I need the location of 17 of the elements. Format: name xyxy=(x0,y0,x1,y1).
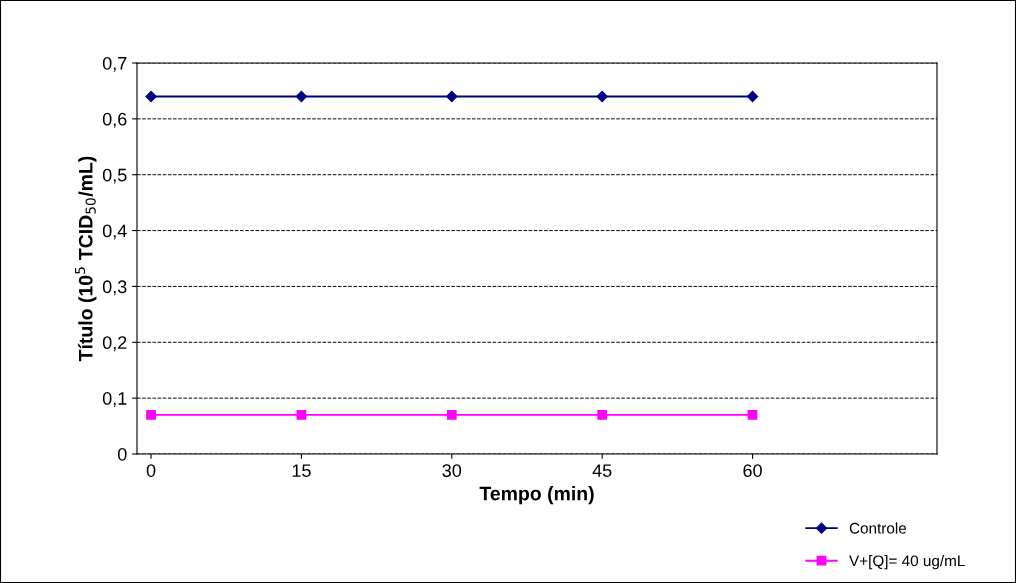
y-tick-label: 0,2 xyxy=(102,336,127,352)
x-tick-label: 45 xyxy=(592,464,612,477)
y-tick-label: 0,4 xyxy=(102,224,127,240)
y-tick-label: 0 xyxy=(117,447,127,461)
x-tick-label: 30 xyxy=(442,464,462,477)
y-tick-label: 0,3 xyxy=(102,280,127,296)
x-tick-label: 15 xyxy=(292,464,311,477)
x-tick-label: 0 xyxy=(146,464,156,477)
x-axis-title: Tempo (min) xyxy=(479,486,594,505)
y-tick-label: 0,6 xyxy=(102,112,127,128)
legend-label: Controle xyxy=(849,522,907,534)
legend-label: V+[Q]= 40 ug/mL xyxy=(849,555,965,570)
y-tick-label: 0,5 xyxy=(102,168,127,184)
y-tick-label: 0,1 xyxy=(102,392,127,407)
x-tick-label: 60 xyxy=(743,464,762,477)
y-axis-title: Título (10$^{5}$ TCID$_{50}$/mL) xyxy=(75,156,97,362)
y-tick-label: 0,7 xyxy=(102,56,127,72)
